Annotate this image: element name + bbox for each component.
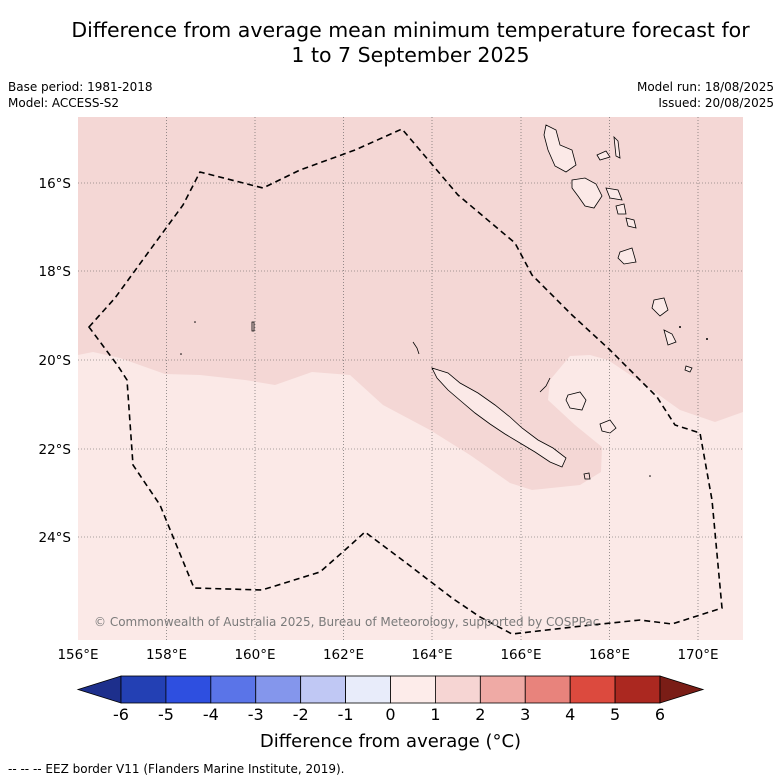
anomaly-region-1-to-2 (78, 117, 743, 490)
copyright-notice: © Commonwealth of Australia 2025, Bureau… (94, 615, 599, 629)
latitude-labels: 16°S 18°S 20°S 22°S 24°S (39, 176, 72, 546)
colorbar-extend-high (659, 675, 705, 704)
model-run: Model run: 18/08/2025 (636, 80, 774, 94)
colorbar-segment (255, 675, 302, 704)
model-name: Model: ACCESS-S2 (8, 96, 120, 110)
colorbar-segment (300, 675, 346, 704)
lon-label: 168°E (589, 647, 630, 663)
colorbar-tick-label: 6 (655, 705, 665, 724)
lifou-island (565, 391, 587, 411)
colorbar-tick-label: 4 (565, 705, 575, 724)
colorbar-segment (435, 675, 481, 704)
colorbar-segment (614, 675, 661, 704)
mare-island (599, 419, 617, 434)
colorbar-tick-label: 2 (475, 705, 485, 724)
lon-label: 156°E (57, 647, 98, 663)
colorbar-tick-label: -2 (293, 705, 309, 724)
lon-label: 158°E (146, 647, 187, 663)
colorbar-segment (345, 675, 391, 704)
colorbar-segment (524, 675, 571, 704)
lon-label: 160°E (234, 647, 275, 663)
meta-left: Base period: 1981-2018 Model: ACCESS-S2 (8, 79, 153, 111)
meta-right: Model run: 18/08/2025 Issued: 20/08/2025 (637, 79, 774, 111)
colorbar (76, 675, 705, 704)
lat-label: 16°S (39, 176, 72, 192)
lat-label: 20°S (39, 353, 72, 369)
new-caledonia-island (431, 367, 567, 468)
map-title: Difference from average mean minimum tem… (0, 18, 781, 68)
colorbar-segment (210, 675, 257, 704)
vanuatu-islands (543, 124, 693, 373)
walpole-island (583, 472, 591, 480)
colorbar-segment (120, 675, 167, 704)
eez-footnote: -- -- -- EEZ border V11 (Flanders Marine… (8, 762, 345, 776)
issued-date: Issued: 20/08/2025 (658, 96, 774, 110)
colorbar-segment (390, 675, 436, 704)
colorbar-tick-label: 3 (520, 705, 530, 724)
colorbar-title: Difference from average (°C) (259, 731, 522, 752)
islet-vanuatu-1 (706, 338, 708, 340)
lat-label: 22°S (39, 442, 72, 458)
lon-label: 166°E (500, 647, 541, 663)
title-line-2: 1 to 7 September 2025 (291, 43, 530, 67)
islet-west-3 (180, 353, 182, 355)
lon-label: 162°E (323, 647, 364, 663)
base-period: Base period: 1981-2018 (8, 80, 153, 94)
longitude-labels: 156°E 158°E 160°E 162°E 164°E 166°E 168°… (57, 647, 718, 663)
islet-east-1 (649, 475, 651, 477)
islet-west-2 (194, 321, 196, 323)
lon-label: 170°E (677, 647, 718, 663)
colorbar-tick-label: 0 (385, 705, 395, 724)
colorbar-tick-label: -6 (113, 705, 129, 724)
colorbar-extend-low (76, 675, 122, 704)
colorbar-tick-label: 5 (610, 705, 620, 724)
ouvea-island (539, 377, 551, 393)
colorbar-tick-label: -5 (158, 705, 174, 724)
eez-border (87, 128, 723, 635)
colorbar-tick-label: 1 (430, 705, 440, 724)
colorbar-segment (569, 675, 616, 704)
title-line-1: Difference from average mean minimum tem… (71, 18, 750, 42)
lat-label: 18°S (39, 264, 72, 280)
belep-islands (412, 341, 420, 355)
colorbar-ticks: -6 -5 -4 -3 -2 -1 0 1 2 3 4 5 6 (113, 705, 665, 724)
colorbar-tick-label: -3 (248, 705, 264, 724)
map-panel: © Commonwealth of Australia 2025, Bureau… (78, 117, 743, 640)
islet-vanuatu-2 (679, 326, 681, 328)
lon-label: 164°E (411, 647, 452, 663)
colorbar-segment (165, 675, 212, 704)
islet-west-1 (251, 321, 255, 332)
colorbar-tick-label: -1 (338, 705, 354, 724)
colorbar-tick-label: -4 (203, 705, 219, 724)
gridlines (78, 117, 743, 640)
colorbar-segment (479, 675, 526, 704)
lat-label: 24°S (39, 530, 72, 546)
